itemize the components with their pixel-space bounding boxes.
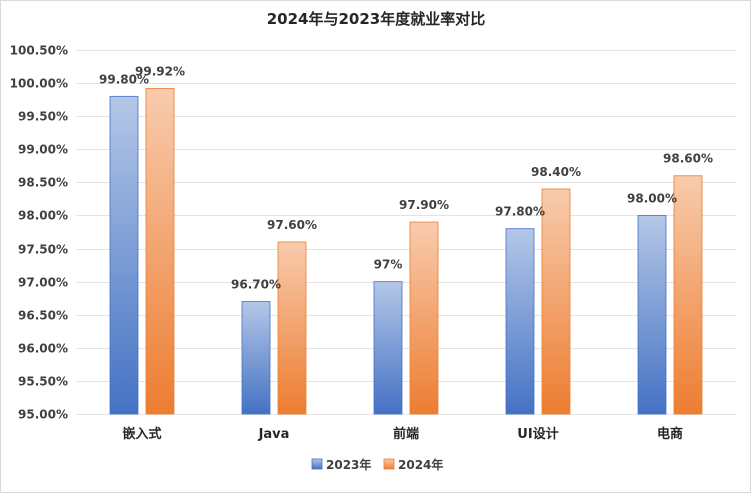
legend-swatch-2023 bbox=[311, 458, 323, 470]
legend-swatch-2024 bbox=[383, 458, 395, 470]
y-tick-label: 100.50% bbox=[10, 44, 68, 58]
bar-2023 bbox=[241, 301, 271, 415]
y-tick-label: 97.50% bbox=[18, 243, 68, 257]
data-label: 98.60% bbox=[663, 152, 713, 166]
y-tick-label: 98.50% bbox=[18, 176, 68, 190]
y-tick-label: 95.00% bbox=[18, 408, 68, 422]
bar-2024 bbox=[673, 175, 703, 415]
x-tick-label: UI设计 bbox=[517, 426, 558, 442]
bar-2023 bbox=[109, 95, 139, 415]
y-tick-label: 96.50% bbox=[18, 309, 68, 323]
y-tick-label: 96.00% bbox=[18, 342, 68, 356]
bar-2023 bbox=[637, 215, 667, 415]
y-tick-label: 97.00% bbox=[18, 276, 68, 290]
y-axis-tick-labels: 95.00% 95.50% 96.00% 96.50% 97.00% 97.50% 98.0… bbox=[10, 44, 68, 422]
data-label: 97.90% bbox=[399, 198, 449, 212]
y-tick-label: 100.00% bbox=[10, 77, 68, 91]
data-label: 97.80% bbox=[495, 205, 545, 219]
y-tick-label: 99.50% bbox=[18, 110, 68, 124]
data-label: 97.60% bbox=[267, 218, 317, 232]
x-axis-tick-labels: 嵌入式 Java 前端 UI设计 电商 bbox=[122, 426, 683, 442]
y-tick-label: 98.00% bbox=[18, 209, 68, 223]
bars bbox=[109, 87, 703, 415]
data-label: 98.00% bbox=[627, 191, 677, 205]
bar-2024 bbox=[409, 221, 439, 415]
legend: 2023年 2024年 bbox=[311, 457, 443, 472]
data-label: 97% bbox=[374, 258, 403, 272]
y-tick-label: 99.00% bbox=[18, 143, 68, 157]
bar-2024 bbox=[145, 87, 175, 415]
gridlines bbox=[76, 50, 736, 415]
x-tick-label: Java bbox=[258, 427, 290, 442]
y-tick-label: 95.50% bbox=[18, 375, 68, 389]
bar-2024 bbox=[277, 241, 307, 415]
bar-2024 bbox=[541, 188, 571, 415]
legend-label: 2023年 bbox=[326, 457, 371, 472]
data-label: 96.70% bbox=[231, 277, 281, 291]
x-tick-label: 前端 bbox=[393, 426, 419, 442]
x-tick-label: 嵌入式 bbox=[122, 426, 161, 442]
data-label: 99.80% bbox=[99, 72, 149, 86]
x-tick-label: 电商 bbox=[657, 426, 683, 442]
data-label: 98.40% bbox=[531, 165, 581, 179]
data-label: 99.92% bbox=[135, 64, 185, 78]
bar-2023 bbox=[373, 281, 403, 415]
chart-title: 2024年与2023年度就业率对比 bbox=[267, 10, 486, 28]
data-labels: 99.80%99.92% 96.70% 97.60% 97% 97.90% 97.80% 9… bbox=[99, 64, 713, 291]
bar-2023 bbox=[505, 228, 535, 415]
legend-label: 2024年 bbox=[398, 457, 443, 472]
